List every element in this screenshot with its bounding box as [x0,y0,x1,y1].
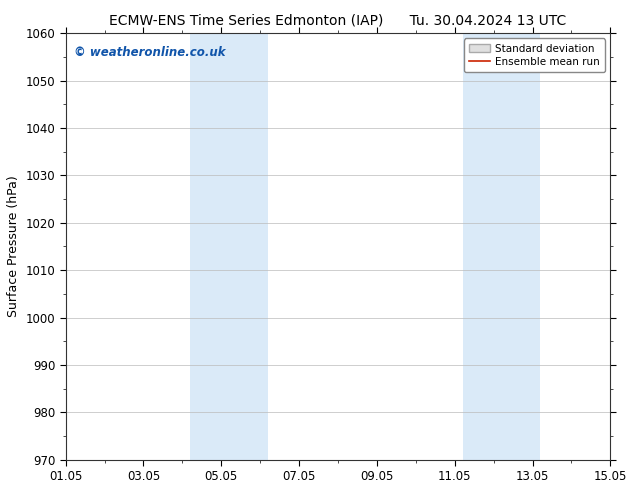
Title: ECMW-ENS Time Series Edmonton (IAP)      Tu. 30.04.2024 13 UTC: ECMW-ENS Time Series Edmonton (IAP) Tu. … [110,14,567,28]
Bar [463,33,540,460]
Text: © weatheronline.co.uk: © weatheronline.co.uk [74,46,226,59]
Legend: Standard deviation, Ensemble mean run: Standard deviation, Ensemble mean run [464,38,605,72]
Bar [190,33,268,460]
Y-axis label: Surface Pressure (hPa): Surface Pressure (hPa) [7,175,20,318]
